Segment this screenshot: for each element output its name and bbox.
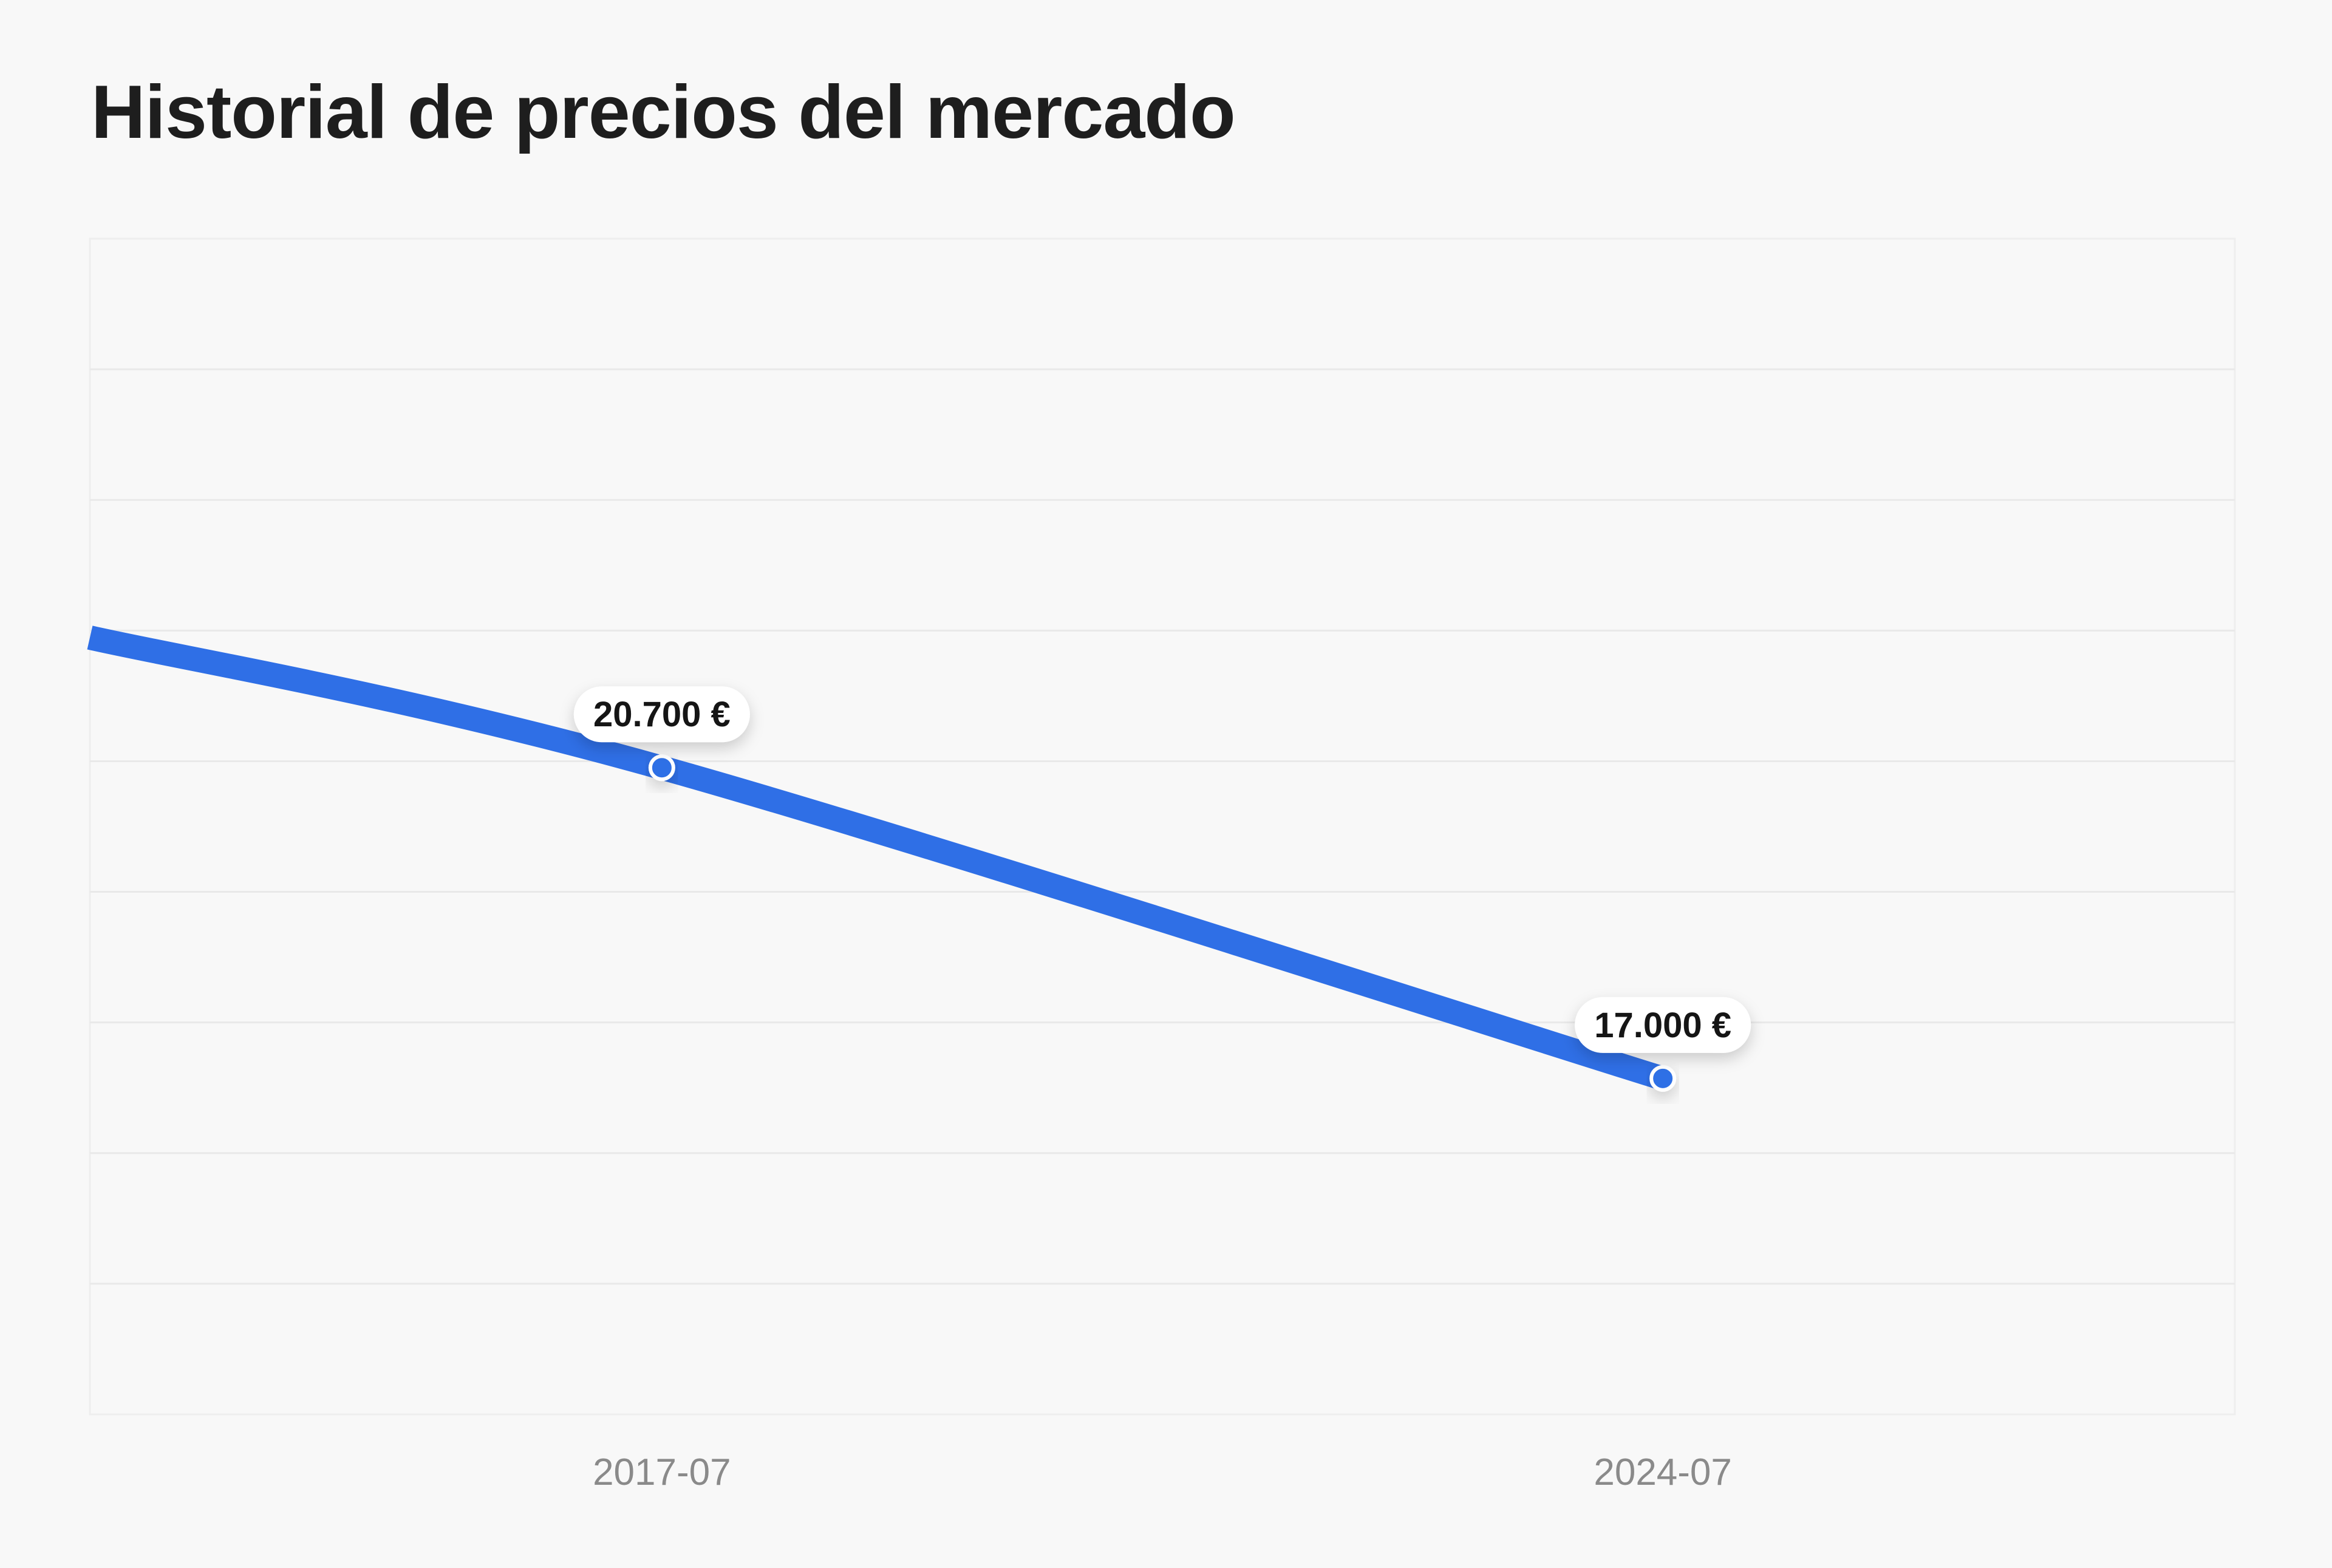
data-label-background — [573, 686, 750, 743]
data-point-marker[interactable] — [648, 754, 675, 782]
grid-lines — [90, 368, 2235, 1285]
data-label: 17.000 € — [1594, 1006, 1731, 1045]
plot-area — [89, 237, 2236, 1416]
series-line — [87, 625, 1667, 1090]
data-label: 20.700 € — [593, 695, 731, 734]
page-title: Historial de precios del mercado — [91, 70, 1236, 154]
data-labels: 20.700 € 17.000 € — [573, 686, 1751, 1053]
data-point-marker[interactable] — [1649, 1065, 1677, 1092]
series-line-layer — [87, 625, 1667, 1090]
x-axis-tick-labels: 2017-07 2024-07 — [593, 1451, 1732, 1493]
x-tick-label: 2024-07 — [1594, 1451, 1732, 1493]
data-markers — [648, 754, 1677, 1092]
data-label-background — [1575, 997, 1751, 1053]
x-tick-label: 2017-07 — [593, 1451, 731, 1493]
